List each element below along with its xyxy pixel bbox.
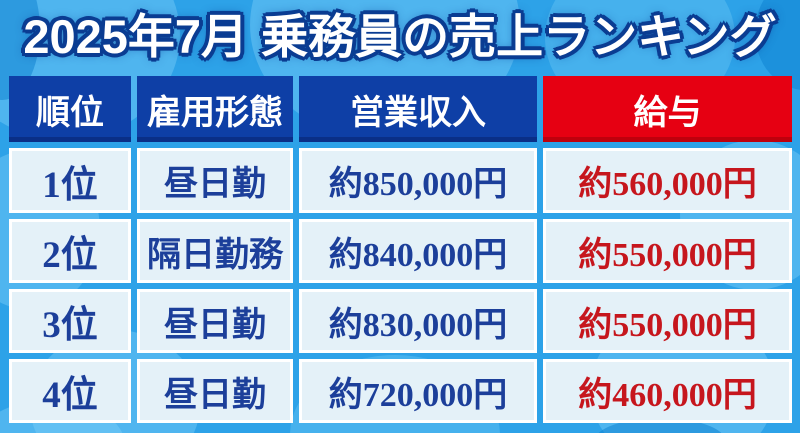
cell-employment-2: 隔日勤務: [137, 219, 293, 283]
cell-salary-4: 約460,000円: [543, 359, 792, 423]
cell-revenue-2: 約840,000円: [299, 219, 537, 283]
header-employment: 雇用形態: [137, 76, 293, 142]
cell-rank-1: 1位: [9, 148, 131, 213]
cell-employment-1: 昼日勤: [137, 148, 293, 213]
cell-revenue-1: 約850,000円: [299, 148, 537, 213]
cell-employment-4: 昼日勤: [137, 359, 293, 423]
cell-salary-3: 約550,000円: [543, 289, 792, 353]
ranking-table: 順位 雇用形態 営業収入 給与 1位 昼日勤 約850,000円 約560,00…: [9, 76, 792, 423]
cell-revenue-3: 約830,000円: [299, 289, 537, 353]
cell-salary-2: 約550,000円: [543, 219, 792, 283]
cell-rank-3: 3位: [9, 289, 131, 353]
cell-revenue-4: 約720,000円: [299, 359, 537, 423]
cell-employment-3: 昼日勤: [137, 289, 293, 353]
cell-salary-1: 約560,000円: [543, 148, 792, 213]
header-rank: 順位: [9, 76, 131, 142]
cell-rank-2: 2位: [9, 219, 131, 283]
page-title: 2025年7月 乗務員の売上ランキング: [23, 10, 777, 63]
cell-rank-4: 4位: [9, 359, 131, 423]
header-salary: 給与: [543, 76, 792, 142]
header-revenue: 営業収入: [299, 76, 537, 142]
